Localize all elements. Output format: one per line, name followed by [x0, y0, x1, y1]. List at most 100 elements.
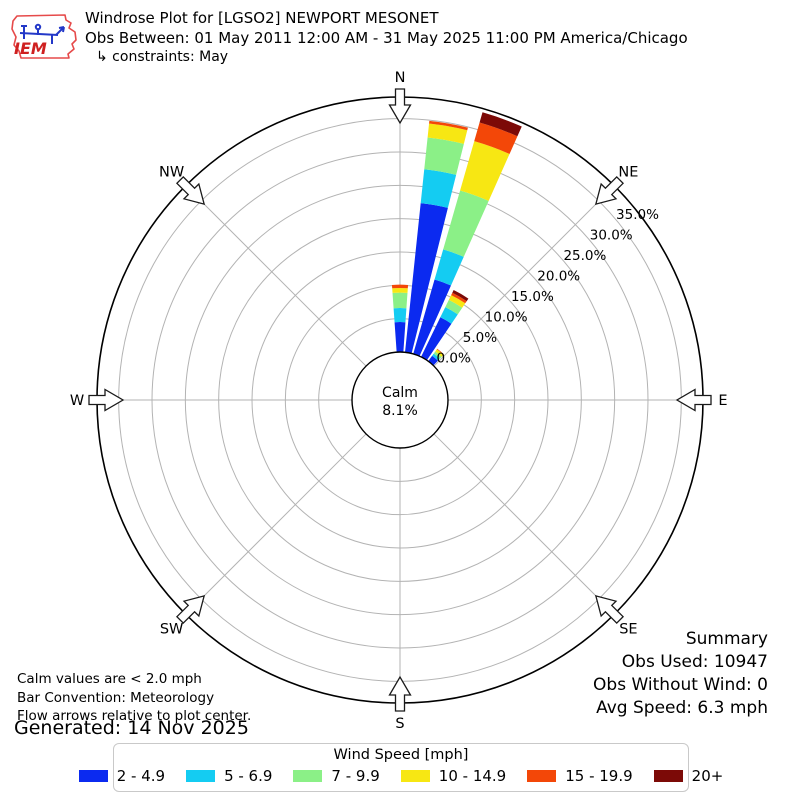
windrose-bar-segment — [434, 249, 464, 286]
grid-ring — [251, 251, 549, 549]
windrose-bar-segment — [452, 290, 469, 302]
windrose-bar-segment — [392, 292, 408, 309]
plot-title: Windrose Plot for [LGSO2] NEWPORT MESONE… — [85, 9, 439, 27]
legend-item: 2 - 4.9 — [78, 767, 166, 785]
windrose-bar-segment — [429, 120, 468, 131]
flow-arrow-e-icon — [675, 388, 712, 412]
windrose-bar-segment — [451, 292, 467, 304]
radial-tick-label: 35.0% — [616, 207, 659, 223]
calm-value: 8.1% — [382, 403, 418, 419]
iem-logo: IEM — [11, 14, 77, 59]
legend-swatch-icon — [186, 770, 216, 782]
grid-spoke — [433, 185, 615, 367]
grid-ring — [218, 218, 582, 582]
radial-tick-label: 25.0% — [563, 248, 606, 264]
legend-label: 15 - 19.9 — [565, 767, 633, 785]
grid-ring — [184, 184, 616, 616]
summary-title: Summary — [685, 629, 768, 649]
plot-notes: Calm values are < 2.0 mph Bar Convention… — [17, 670, 251, 726]
legend-title: Wind Speed [mph] — [333, 747, 469, 763]
flow-arrow-se-icon — [594, 594, 625, 625]
compass-label-nw: NW — [159, 165, 184, 181]
legend-swatch-icon — [653, 770, 683, 782]
legend-swatch-icon — [527, 770, 557, 782]
plot-constraints: ↳ constraints: May — [96, 49, 229, 65]
windrose-bar-segment — [392, 287, 408, 293]
windrose-bar-segment — [391, 284, 409, 289]
legend-label: 5 - 6.9 — [224, 767, 273, 785]
note-calm: Calm values are < 2.0 mph — [17, 671, 202, 687]
windrose-bar-segment — [413, 279, 451, 357]
windrose-bar-segment — [443, 190, 489, 257]
windrose-bar-segment — [479, 112, 522, 137]
radial-tick-label: 5.0% — [463, 330, 497, 346]
flow-arrow-s-icon — [388, 675, 412, 712]
legend-label: 7 - 9.9 — [331, 767, 380, 785]
radial-tick-label: 20.0% — [537, 269, 580, 285]
legend-label: 20+ — [691, 767, 724, 785]
note-bar-convention: Bar Convention: Meteorology — [17, 689, 215, 706]
windrose-bar-segment — [427, 123, 468, 144]
legend-swatch-icon — [400, 770, 430, 782]
legend-item: 20+ — [653, 767, 724, 785]
flow-arrow-nw-icon — [175, 175, 206, 206]
compass-label-n: N — [395, 70, 406, 86]
grid-ring — [151, 151, 649, 649]
legend-swatch-icon — [78, 770, 108, 782]
radial-tick-label: 15.0% — [511, 289, 554, 305]
windrose-bar-segment — [405, 203, 448, 354]
calm-label: Calm — [382, 385, 418, 401]
compass-label-sw: SW — [160, 621, 184, 637]
windrose-bar-segment — [440, 307, 458, 324]
summary-avg-speed: Avg Speed: 6.3 mph — [596, 698, 768, 718]
windrose-bar-segment — [421, 317, 452, 361]
compass-label-ne: NE — [618, 165, 638, 181]
windrose-bar-segment — [424, 137, 464, 175]
legend-swatch-icon — [293, 770, 323, 782]
summary-block: Summary Obs Used: 10947 Obs Without Wind… — [593, 628, 768, 720]
legend-item: 10 - 14.9 — [400, 767, 506, 785]
windrose-bar-segment — [432, 353, 440, 361]
compass-label-se: SE — [619, 621, 637, 637]
legend-item: 15 - 19.9 — [527, 767, 633, 785]
flow-arrow-ne-icon — [594, 175, 625, 206]
legend-item: 5 - 6.9 — [186, 767, 272, 785]
compass-label-w: W — [70, 393, 84, 409]
legend-label: 2 - 4.9 — [116, 767, 166, 785]
flow-arrow-w-icon — [88, 388, 125, 412]
windrose-bar-segment — [394, 322, 406, 353]
windrose-bar-segment — [460, 141, 510, 201]
weather-vane-icon — [19, 23, 65, 44]
windrose-bar-segment — [420, 169, 457, 208]
grid-spoke — [433, 433, 615, 615]
compass-label-s: S — [395, 716, 404, 732]
iowa-outline-icon — [11, 14, 77, 59]
windrose-bar-segment — [393, 307, 407, 323]
radial-tick-label: 10.0% — [485, 310, 528, 326]
plot-date-range: Obs Between: 01 May 2011 12:00 AM - 31 M… — [85, 28, 688, 47]
summary-obs-without-wind: Obs Without Wind: 0 — [593, 675, 768, 695]
flow-arrow-n-icon — [388, 88, 412, 125]
flow-arrow-sw-icon — [175, 594, 206, 625]
logo-text: IEM — [14, 39, 47, 58]
windrose-bar-segment — [433, 351, 442, 359]
windrose-bar-segment — [474, 122, 518, 154]
calm-circle — [351, 351, 449, 449]
windrose-bar-segment — [448, 295, 466, 308]
generated-timestamp: Generated: 14 Nov 2025 — [14, 717, 249, 739]
note-flow-arrows: Flow arrows relative to plot center. — [17, 708, 252, 724]
grid-spoke — [185, 185, 367, 367]
summary-obs-used: Obs Used: 10947 — [621, 652, 768, 672]
legend-item: 7 - 9.9 — [293, 767, 380, 785]
header: Windrose Plot for [LGSO2] NEWPORT MESONE… — [85, 9, 688, 68]
radial-tick-label: 30.0% — [590, 228, 633, 244]
windrose-bar-segment — [445, 299, 463, 315]
radial-tick-label: 0.0% — [436, 351, 470, 367]
compass-label-e: E — [718, 393, 727, 409]
legend-items: 2 - 4.9 5 - 6.9 7 - 9.9 10 - 14.9 15 - 19.9 2… — [78, 767, 723, 785]
windrose-bar-segment — [435, 349, 444, 357]
windrose-bar-segment — [436, 348, 444, 355]
wind-speed-legend: Wind Speed [mph] 2 - 4.9 5 - 6.9 7 - 9.9 10… — [78, 743, 723, 792]
